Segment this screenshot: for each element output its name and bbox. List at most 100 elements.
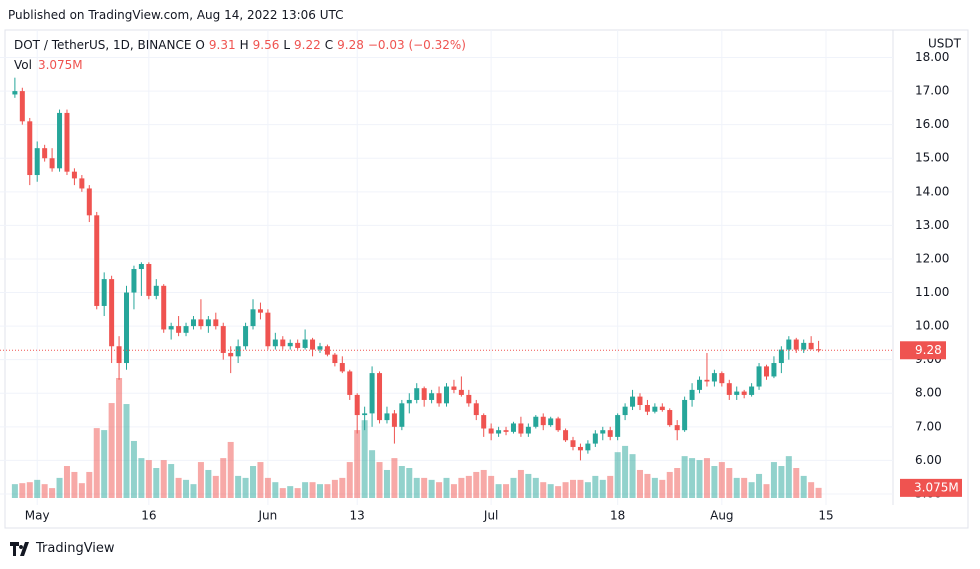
candle-body (369, 373, 375, 414)
volume-bar (607, 475, 614, 498)
x-tick-label: 15 (818, 509, 833, 523)
candle-body (198, 319, 204, 327)
volume-bar (175, 477, 182, 498)
volume-bar (383, 469, 390, 498)
candle-body (577, 446, 583, 451)
volume-bar (808, 482, 815, 498)
volume-bar (428, 479, 435, 498)
volume-bar (294, 488, 301, 498)
volume-bar (666, 471, 673, 498)
volume-legend: Vol 3.075M (14, 58, 83, 72)
candle-body (734, 391, 740, 395)
volume-name: Vol (14, 58, 32, 72)
candle-body (391, 413, 397, 427)
candle-body (496, 430, 502, 434)
candle-body (808, 342, 814, 350)
candle-body (719, 373, 725, 384)
volume-bar (525, 473, 532, 498)
x-tick-label: 18 (610, 509, 625, 523)
candle-body (34, 148, 40, 176)
volume-bar (517, 469, 524, 498)
volume-bar (703, 458, 710, 498)
candle-body (250, 309, 256, 327)
candle-body (317, 346, 323, 350)
candle-body (548, 418, 554, 426)
candle-body (64, 112, 70, 172)
candle-body (503, 430, 509, 432)
volume-bar (599, 479, 606, 498)
candle-body (153, 285, 159, 296)
volume-bar (302, 482, 309, 498)
frame (4, 29, 969, 529)
candle-body (600, 430, 606, 434)
candle-body (763, 366, 769, 377)
volume-bar (391, 458, 398, 498)
volume-bar (584, 482, 591, 498)
candle-body (414, 388, 420, 400)
price-label: 9.28 (915, 343, 942, 357)
candle-body (42, 148, 48, 159)
volume-bar (168, 464, 175, 498)
volume-bar (250, 466, 257, 498)
candle-body (689, 389, 695, 400)
y-tick-label: 12.00 (915, 251, 949, 265)
candle-body (116, 346, 122, 364)
candle-body (816, 349, 822, 351)
volume-bar (26, 482, 33, 498)
candle-body (749, 386, 755, 395)
candle-body (637, 396, 643, 405)
candle-body (555, 418, 561, 431)
published-note: Published on TradingView.com, Aug 14, 20… (8, 8, 344, 22)
candle-body (451, 386, 457, 390)
volume-bar (614, 452, 621, 498)
ohlc-key: H (239, 38, 249, 52)
volume-bar (465, 475, 472, 498)
candle-body (793, 339, 799, 350)
candle-body (235, 346, 241, 357)
candle-body (659, 406, 665, 411)
volume-bar (11, 484, 18, 498)
brand: TradingView (36, 541, 115, 556)
volume-bar (257, 462, 264, 498)
volume-bar (495, 484, 502, 498)
volume-bar (56, 477, 63, 498)
candle-body (533, 416, 539, 427)
volume-bar (770, 462, 777, 498)
candle-body (183, 326, 189, 333)
volume-bar (331, 479, 338, 498)
candle-body (12, 91, 18, 95)
volume-bar (339, 477, 346, 498)
candle-body (406, 399, 412, 404)
volume-bar (190, 484, 197, 498)
candle-body (630, 396, 636, 407)
candle-body (756, 366, 762, 387)
volume-bar (815, 487, 822, 498)
volume-bar (108, 403, 115, 498)
candle-body (377, 373, 383, 421)
candle-body (138, 263, 144, 270)
volume-bar (659, 479, 666, 498)
volume-bar (287, 486, 294, 498)
volume-bar (145, 460, 152, 498)
volume-bar (748, 482, 755, 498)
candle-body (488, 428, 494, 434)
volume-bar (279, 488, 286, 498)
candle-body (302, 339, 308, 348)
volume-bar (562, 482, 569, 498)
volume-bar (733, 477, 740, 498)
candle-body (362, 413, 368, 416)
ohlc-value: 9.28 (337, 38, 364, 52)
candle-body (778, 349, 784, 364)
volume-bar (34, 479, 41, 498)
ohlc-value: 9.22 (294, 38, 321, 52)
volume-bar (726, 468, 733, 498)
volume-value: 3.075M (37, 58, 83, 72)
candle-body (466, 394, 472, 404)
candle-body (86, 188, 92, 216)
candle-body (436, 393, 442, 404)
volume-bar (205, 469, 212, 498)
volume-bar (123, 404, 130, 498)
change: −0.03 (−0.32%) (367, 38, 466, 52)
chart: 5.006.007.008.009.0010.0011.0012.0013.00… (0, 29, 969, 529)
volume-bar (532, 477, 539, 498)
